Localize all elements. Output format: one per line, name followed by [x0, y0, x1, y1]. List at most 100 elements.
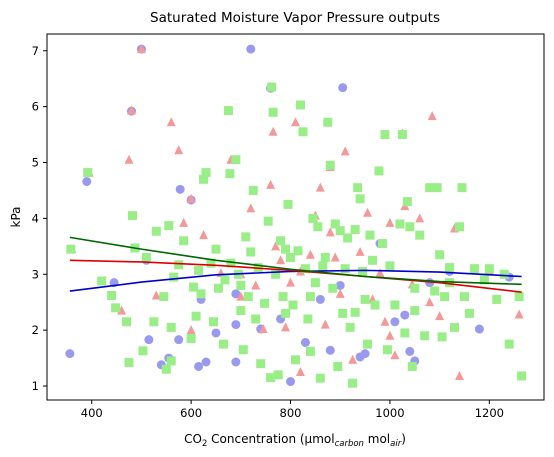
data-point-square — [382, 345, 392, 355]
data-point-triangle — [136, 44, 146, 54]
data-point-square — [425, 183, 435, 193]
data-point-triangle — [126, 105, 136, 115]
data-point-square — [343, 233, 353, 243]
data-point-square — [266, 373, 276, 383]
data-point-square — [127, 211, 137, 221]
data-point-square — [504, 339, 514, 349]
data-point-square — [251, 314, 261, 324]
data-point-triangle — [514, 309, 524, 319]
data-point-circle — [300, 337, 310, 347]
data-point-square — [151, 226, 161, 236]
data-point-square — [499, 269, 509, 279]
fit-lines — [69, 236, 522, 293]
data-point-square — [350, 225, 360, 235]
data-point-circle — [194, 361, 204, 371]
data-point-square — [291, 355, 300, 365]
data-point-square — [374, 166, 384, 176]
x-axis-label-sub-carbon: carbon — [335, 439, 364, 449]
data-point-triangle — [186, 193, 196, 203]
data-point-square — [353, 183, 363, 193]
data-point-square — [111, 303, 121, 313]
data-point-square — [459, 292, 469, 302]
x-axis-label-pre: CO — [184, 432, 202, 446]
data-point-circle — [325, 345, 335, 355]
data-point-square — [303, 314, 313, 324]
data-point-square — [138, 346, 148, 356]
data-point-square — [174, 260, 184, 270]
data-point-square — [298, 127, 308, 137]
data-point-square — [141, 253, 151, 263]
data-point-square — [517, 371, 527, 381]
data-point-square — [355, 194, 365, 204]
data-point-square — [211, 244, 221, 254]
data-point-square — [313, 222, 323, 232]
x-axis-label-sub-air: air — [390, 439, 402, 449]
data-point-square — [268, 107, 278, 117]
data-point-square — [368, 255, 378, 265]
data-point-square — [335, 226, 345, 236]
y-tick-label: 7 — [32, 44, 39, 58]
data-point-square — [191, 311, 201, 321]
data-point-square — [330, 219, 340, 229]
data-point-triangle — [385, 330, 395, 340]
data-point-square — [243, 292, 253, 302]
data-point-circle — [315, 294, 325, 304]
y-tick-label: 3 — [32, 267, 39, 281]
fit-line-0 — [69, 269, 522, 292]
data-point-square — [410, 306, 420, 316]
data-point-square — [169, 272, 179, 282]
data-point-square — [320, 253, 330, 263]
data-point-triangle — [179, 217, 189, 227]
data-point-square — [360, 294, 370, 304]
data-point-square — [457, 183, 467, 193]
data-point-square — [345, 322, 355, 332]
data-point-square — [164, 221, 174, 231]
data-points — [65, 44, 527, 388]
data-point-square — [97, 276, 107, 286]
data-point-square — [223, 106, 233, 116]
chart-title: Saturated Moisture Vapor Pressure output… — [150, 10, 440, 26]
data-point-triangle — [186, 325, 196, 335]
data-point-circle — [405, 346, 415, 356]
data-point-triangle — [236, 291, 246, 301]
data-point-square — [225, 169, 235, 179]
data-point-square — [300, 264, 310, 274]
x-tick-label: 1000 — [375, 406, 404, 420]
data-point-square — [149, 317, 159, 327]
x-axis-ticks: 400 600 800 1000 1200 — [81, 400, 504, 420]
data-point-square — [410, 283, 420, 293]
data-point-square — [124, 358, 134, 368]
data-point-square — [166, 356, 176, 366]
data-point-triangle — [435, 311, 445, 321]
data-point-square — [194, 265, 204, 275]
data-point-square — [159, 292, 169, 302]
data-point-square — [405, 222, 415, 232]
data-point-square — [288, 300, 298, 310]
data-point-triangle — [348, 354, 358, 364]
data-point-square — [281, 308, 291, 318]
data-point-triangle — [427, 111, 437, 121]
data-point-square — [179, 236, 189, 246]
data-point-triangle — [355, 246, 365, 256]
data-point-square — [260, 298, 270, 308]
data-point-circle — [201, 357, 211, 367]
x-axis-label-mid2: mol — [364, 432, 390, 446]
data-point-square — [385, 261, 395, 271]
data-point-square — [293, 246, 303, 256]
data-point-triangle — [455, 370, 465, 380]
data-point-triangle — [271, 241, 281, 251]
x-tick-label: 600 — [180, 406, 202, 420]
data-point-square — [281, 244, 291, 254]
data-point-triangle — [363, 207, 373, 217]
data-point-square — [201, 168, 211, 178]
data-point-square — [236, 280, 246, 290]
data-point-square — [267, 82, 277, 92]
data-point-square — [231, 155, 241, 165]
data-point-square — [484, 264, 494, 274]
data-point-triangle — [246, 203, 256, 213]
data-point-square — [308, 213, 318, 223]
data-point-triangle — [268, 126, 278, 136]
data-point-square — [226, 258, 236, 268]
data-point-square — [276, 236, 286, 246]
